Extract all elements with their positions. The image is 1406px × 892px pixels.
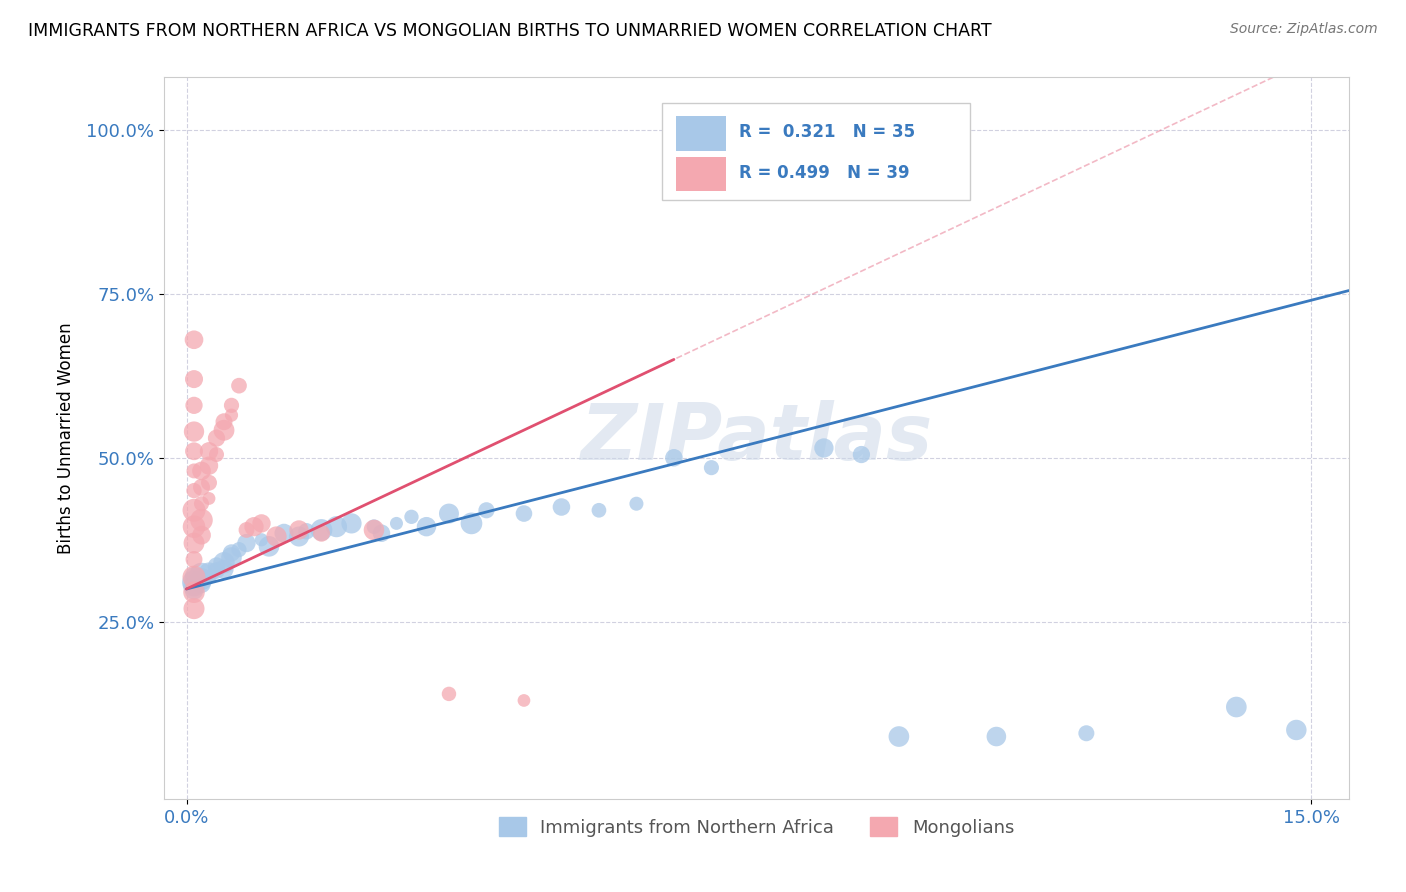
Legend: Immigrants from Northern Africa, Mongolians: Immigrants from Northern Africa, Mongoli…	[492, 810, 1021, 844]
Text: Source: ZipAtlas.com: Source: ZipAtlas.com	[1230, 22, 1378, 37]
Point	[183, 583, 205, 598]
Point	[212, 562, 235, 576]
Point	[183, 372, 205, 386]
Point	[183, 444, 205, 458]
Point	[198, 566, 221, 580]
Point	[205, 431, 228, 445]
Point	[363, 523, 385, 537]
Point	[183, 575, 205, 590]
Point	[183, 464, 205, 478]
Point	[190, 528, 212, 542]
Point	[1225, 700, 1247, 714]
Point	[198, 570, 221, 584]
Point	[183, 552, 205, 566]
Point	[325, 519, 347, 533]
Point	[415, 519, 437, 533]
Point	[513, 693, 536, 707]
Point	[205, 448, 228, 462]
Point	[190, 513, 212, 527]
FancyBboxPatch shape	[676, 157, 725, 192]
Point	[311, 526, 333, 541]
Point	[198, 458, 221, 473]
Point	[235, 523, 257, 537]
Point	[700, 460, 723, 475]
Point	[273, 526, 295, 541]
Point	[183, 425, 205, 439]
Point	[221, 550, 243, 565]
FancyBboxPatch shape	[662, 103, 970, 200]
Point	[257, 539, 280, 553]
Point	[198, 491, 221, 506]
Point	[183, 585, 205, 599]
Point	[205, 559, 228, 574]
Point	[205, 564, 228, 578]
Point	[221, 546, 243, 560]
Point	[183, 570, 205, 584]
Point	[1076, 726, 1098, 740]
Point	[190, 576, 212, 591]
Point	[190, 464, 212, 478]
Point	[437, 507, 460, 521]
Point	[513, 507, 536, 521]
Point	[1285, 723, 1308, 737]
Point	[183, 536, 205, 550]
Point	[198, 475, 221, 490]
Point	[311, 523, 333, 537]
Point	[250, 516, 273, 531]
Point	[437, 687, 460, 701]
Point	[183, 483, 205, 498]
Point	[235, 536, 257, 550]
Text: R = 0.499   N = 39: R = 0.499 N = 39	[738, 163, 910, 182]
Point	[183, 503, 205, 517]
Point	[198, 444, 221, 458]
Point	[588, 503, 610, 517]
Point	[190, 572, 212, 586]
Point	[475, 503, 498, 517]
Point	[370, 526, 392, 541]
Point	[228, 378, 250, 392]
Point	[288, 523, 311, 537]
Point	[183, 579, 205, 593]
Point	[626, 497, 648, 511]
Point	[212, 556, 235, 570]
Point	[212, 423, 235, 437]
Point	[212, 415, 235, 429]
Point	[550, 500, 572, 514]
Point	[221, 408, 243, 422]
Point	[183, 569, 205, 583]
Point	[887, 730, 910, 744]
Point	[190, 497, 212, 511]
Point	[228, 542, 250, 557]
Point	[385, 516, 408, 531]
FancyBboxPatch shape	[676, 116, 725, 151]
Point	[250, 533, 273, 547]
Point	[288, 529, 311, 543]
Text: R =  0.321   N = 35: R = 0.321 N = 35	[738, 123, 915, 141]
Point	[243, 519, 266, 533]
Point	[662, 450, 685, 465]
Point	[183, 601, 205, 615]
Y-axis label: Births to Unmarried Women: Births to Unmarried Women	[58, 322, 75, 554]
Point	[363, 519, 385, 533]
Point	[190, 480, 212, 494]
Text: ZIPatlas: ZIPatlas	[581, 401, 932, 476]
Point	[183, 333, 205, 347]
Point	[460, 516, 482, 531]
Point	[851, 448, 873, 462]
Point	[295, 524, 318, 539]
Point	[813, 441, 835, 455]
Point	[340, 516, 363, 531]
Point	[401, 509, 423, 524]
Point	[266, 529, 288, 543]
Text: IMMIGRANTS FROM NORTHERN AFRICA VS MONGOLIAN BIRTHS TO UNMARRIED WOMEN CORRELATI: IMMIGRANTS FROM NORTHERN AFRICA VS MONGO…	[28, 22, 991, 40]
Point	[986, 730, 1008, 744]
Point	[183, 519, 205, 533]
Point	[190, 567, 212, 582]
Point	[183, 398, 205, 412]
Point	[221, 398, 243, 412]
